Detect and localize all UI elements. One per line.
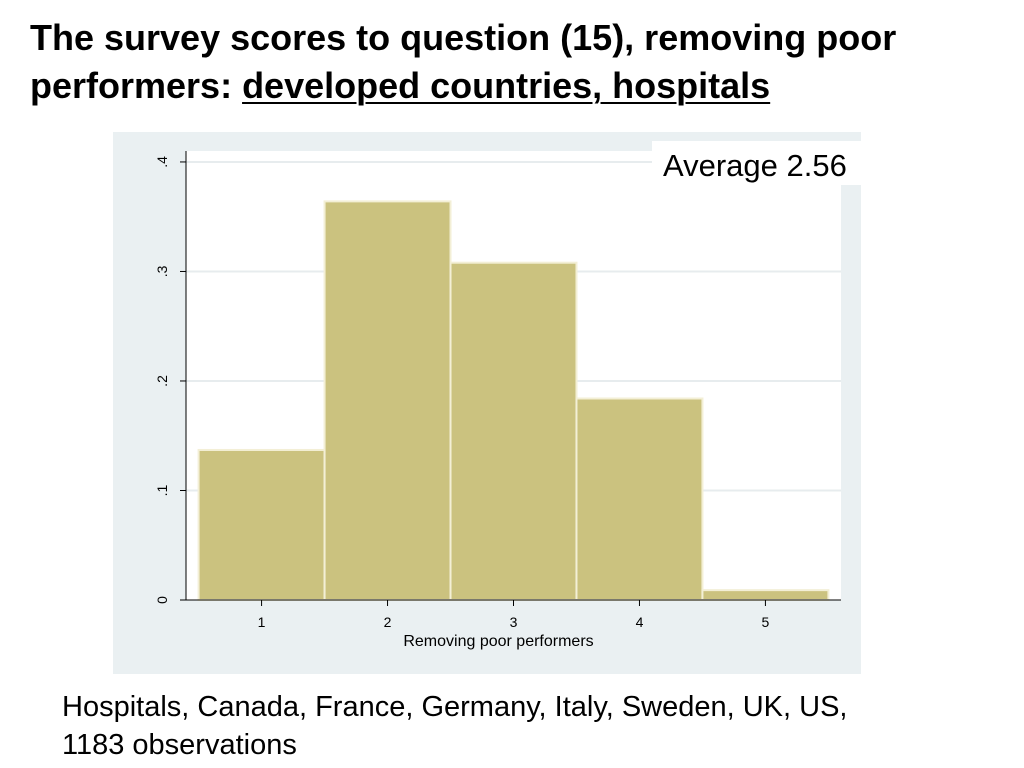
histogram-bar [575,397,704,601]
footnote-line-1: Hospitals, Canada, France, Germany, Ital… [62,691,848,723]
histogram-bar [449,261,578,601]
histogram-bar [197,448,326,601]
title-underlined-text: developed countries, hospitals [242,65,771,106]
y-tick-label: .3 [154,265,170,277]
chart-panel: 0 .1 .2 .3 .4 1 2 3 4 5 Removing poor performers [113,132,861,674]
y-tick-label: .2 [154,375,170,387]
x-tick-label: 4 [636,614,644,630]
y-tick-label: 0 [154,596,170,604]
y-tick-label: .1 [154,484,170,496]
title-text: The survey scores to question (15), remo… [30,17,897,106]
x-tick-label: 1 [258,614,266,630]
footnote-line-2: 1183 observations [62,729,297,761]
histogram-bar [323,200,452,601]
x-tick-label: 2 [384,614,392,630]
histogram-chart: 0 .1 .2 .3 .4 1 2 3 4 5 Removing poor performers [154,151,841,650]
x-tick-label: 3 [510,614,518,630]
average-annotation: Average 2.56 [652,141,864,185]
slide-title: The survey scores to question (15), remo… [30,14,1010,110]
histogram-bar [701,589,830,601]
x-axis-title: Removing poor performers [403,633,593,650]
footnote: Hospitals, Canada, France, Germany, Ital… [62,688,1012,764]
y-tick-label: .4 [154,156,170,168]
x-tick-label: 5 [762,614,770,630]
